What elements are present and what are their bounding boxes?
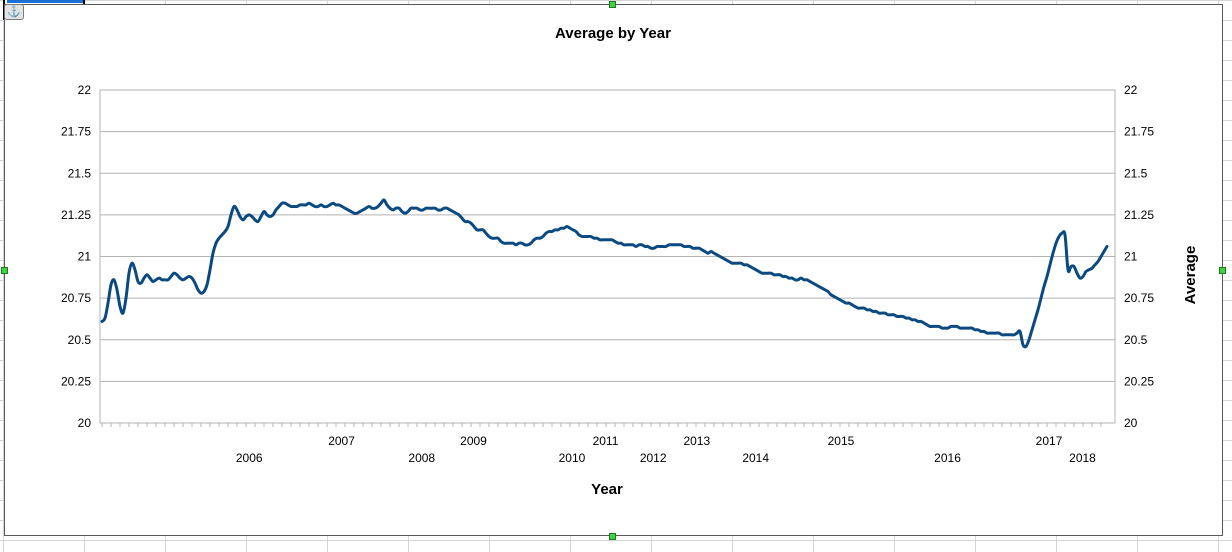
x-tick-label: 2006	[236, 451, 263, 465]
y-tick-label-left: 21	[78, 250, 92, 264]
y-tick-label-right: 20.75	[1124, 291, 1154, 305]
y-tick-label-right: 21.5	[1124, 166, 1148, 180]
plot-area	[99, 89, 1116, 424]
x-tick-label: 2008	[408, 451, 435, 465]
chart-object[interactable]	[4, 4, 1223, 536]
y-tick-label-left: 20	[78, 416, 92, 430]
x-tick-label: 2010	[559, 451, 586, 465]
gridlines	[100, 89, 1115, 424]
x-axis-title: Year	[591, 481, 623, 498]
x-tick-label: 2014	[742, 451, 769, 465]
x-axis-labels: 2007 2009 2011 2013 2015 2017 2006 2008 2010 2012…	[236, 434, 1096, 465]
x-tick-label: 2012	[640, 451, 667, 465]
selection-handle-right[interactable]	[1219, 267, 1226, 274]
y-tick-label-right: 21.25	[1124, 208, 1154, 222]
y-tick-label-left: 21.25	[61, 208, 91, 222]
x-tick-label: 2007	[328, 434, 355, 448]
y-tick-label-left: 20.5	[68, 333, 92, 347]
x-tick-label: 2009	[460, 434, 487, 448]
y-tick-label-left: 21.5	[68, 166, 92, 180]
x-tick-label: 2015	[828, 434, 855, 448]
y-tick-label-right: 22	[1124, 83, 1138, 97]
y-axis-title: Average	[1182, 246, 1199, 305]
active-cell-fill	[7, 0, 83, 3]
x-tick-label: 2013	[683, 434, 710, 448]
x-tick-label: 2016	[934, 451, 961, 465]
anchor-icon[interactable]: ⚓	[4, 4, 24, 20]
y-tick-label-left: 20.75	[61, 291, 91, 305]
y-axis-labels-left: 20 20.25 20.5 20.75 21 21.25 21.5 21.75 22	[61, 83, 91, 430]
series-line-average	[100, 198, 1109, 349]
x-tick-label: 2018	[1069, 451, 1096, 465]
y-tick-label-left: 20.25	[61, 374, 91, 388]
y-tick-label-right: 21.75	[1124, 125, 1154, 139]
y-tick-label-left: 22	[78, 83, 92, 97]
selection-handle-bottom[interactable]	[609, 533, 616, 540]
x-tick-label: 2011	[593, 434, 619, 448]
y-axis-labels-right: 20 20.25 20.5 20.75 21 21.25 21.5 21.75 22	[1124, 83, 1154, 430]
y-tick-label-right: 20.5	[1124, 333, 1148, 347]
x-minor-ticks	[101, 423, 1102, 427]
y-tick-label-left: 21.75	[61, 125, 91, 139]
y-tick-label-right: 20	[1124, 416, 1138, 430]
x-tick-label: 2017	[1036, 434, 1063, 448]
chart-title: Average by Year	[555, 25, 671, 42]
y-tick-label-right: 20.25	[1124, 374, 1154, 388]
selection-handle-top[interactable]	[609, 1, 616, 8]
y-tick-label-right: 21	[1124, 250, 1138, 264]
selection-handle-left[interactable]	[1, 267, 8, 274]
